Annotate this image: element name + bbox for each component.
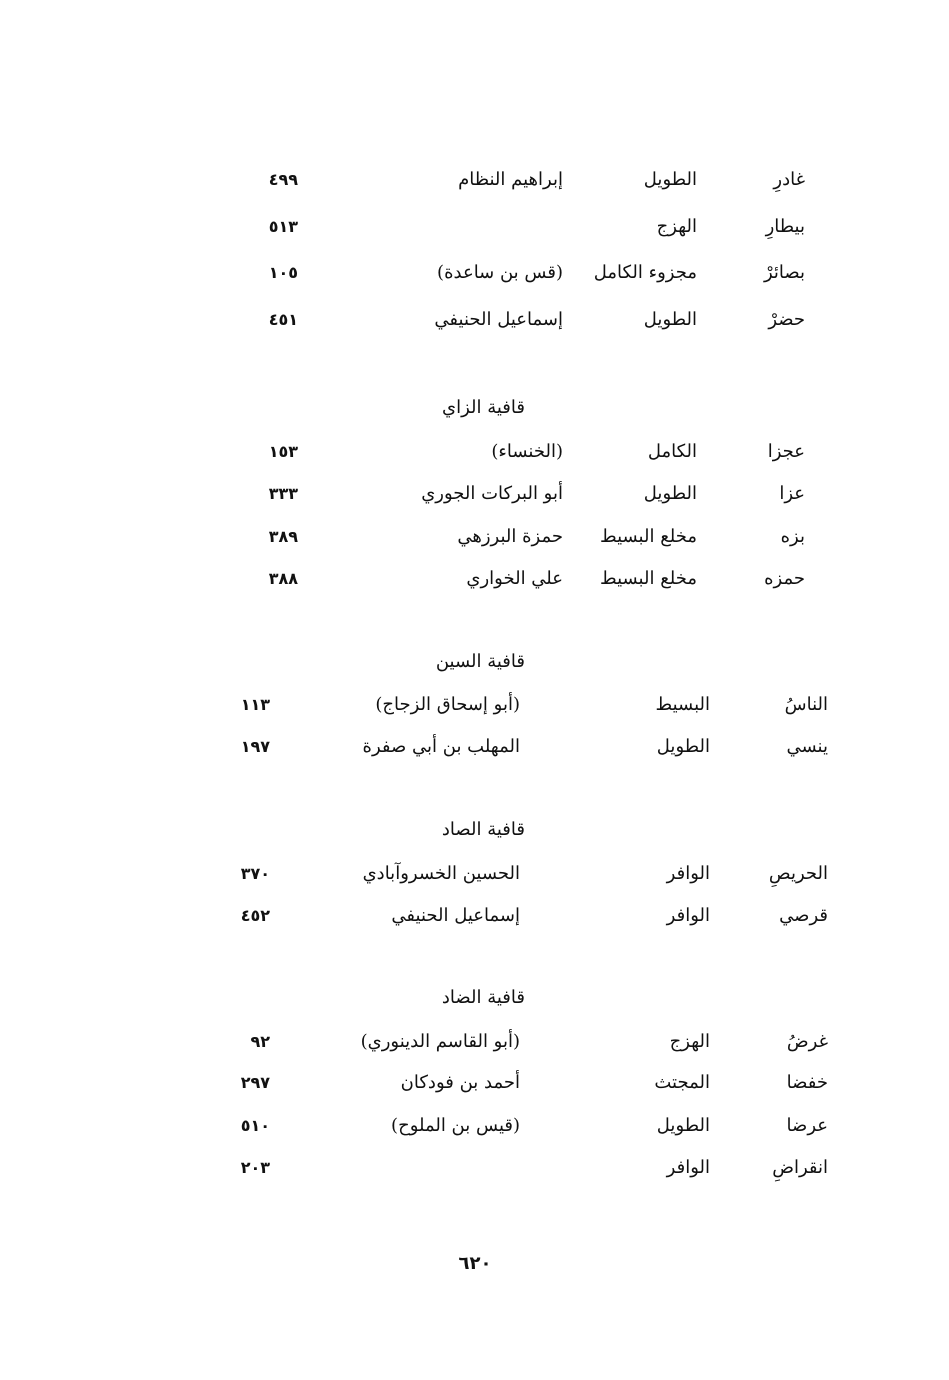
rhyme-word-cell: عجزا [767, 441, 805, 462]
section-heading: قافية السين [435, 651, 525, 672]
poet-cell: (الخنساء) [491, 441, 563, 462]
rhyme-word-cell: الحريصِ [768, 863, 828, 884]
page-cell: ٣٨٩ [268, 527, 298, 546]
meter-cell: الوافر [666, 863, 710, 884]
meter-cell: الطويل [643, 169, 697, 190]
meter-cell: البسيط [655, 694, 711, 715]
page-cell: ٢٩٧ [240, 1073, 270, 1092]
meter-cell: المجتث [654, 1072, 710, 1093]
rhyme-word-cell: قرصي [779, 905, 828, 926]
poet-cell: إسماعيل الحنيفي [391, 905, 520, 926]
page-cell: ٤٥١ [268, 310, 298, 329]
rhyme-word-cell: حضرْ [768, 309, 805, 330]
section-heading: قافية الزاي [441, 397, 525, 418]
meter-cell: مجزوء الكامل [593, 262, 697, 283]
poet-cell: (قيس بن الملوح) [391, 1115, 520, 1136]
page-cell: ١١٣ [240, 695, 270, 714]
meter-cell: الطويل [656, 1115, 710, 1136]
rhyme-word-cell: عرضا [786, 1115, 828, 1136]
meter-cell: مخلع البسيط [599, 526, 697, 547]
rhyme-word-cell: بيطارِ [765, 216, 805, 237]
meter-cell: الطويل [656, 736, 710, 757]
poet-cell: إسماعيل الحنيفي [434, 309, 563, 330]
page-cell: ٥١٣ [268, 217, 298, 236]
rhyme-word-cell: انقراضِ [772, 1157, 828, 1178]
rhyme-word-cell: عزا [779, 483, 805, 504]
poet-cell: (أبو القاسم الدينوري) [360, 1031, 520, 1052]
meter-cell: الكامل [647, 441, 697, 462]
rhyme-word-cell: بصائرْ [763, 262, 805, 283]
poet-cell: المهلب بن أبي صفرة [362, 736, 520, 757]
page-cell: ١٩٧ [240, 737, 270, 756]
section-heading: قافية الضاد [441, 987, 525, 1008]
meter-cell: الوافر [666, 1157, 710, 1178]
meter-cell: الطويل [643, 309, 697, 330]
meter-cell: الوافر [666, 905, 710, 926]
poet-cell: إبراهيم النظام [458, 169, 563, 190]
poet-cell: أحمد بن فودكان [400, 1072, 520, 1093]
page-cell: ١٠٥ [268, 263, 298, 282]
meter-cell: الهزج [656, 216, 697, 237]
page-number: ٦٢٠ [458, 1253, 492, 1274]
poet-cell: علي الخواري [466, 568, 563, 589]
meter-cell: الطويل [643, 483, 697, 504]
rhyme-word-cell: غادرِ [773, 169, 805, 190]
poet-cell: أبو البركات الجوري [421, 483, 563, 504]
page-cell: ٣٨٨ [268, 569, 298, 588]
poet-cell: (قس بن ساعدة) [437, 262, 563, 283]
rhyme-word-cell: بزه [780, 526, 805, 547]
page-cell: ٤٥٢ [240, 906, 270, 925]
rhyme-word-cell: حمزه [764, 568, 805, 589]
page-cell: ٤٩٩ [268, 170, 298, 189]
rhyme-word-cell: غرضُ [786, 1031, 828, 1052]
meter-cell: مخلع البسيط [599, 568, 697, 589]
poet-cell: الحسين الخسروآبادي [362, 863, 520, 884]
poet-cell: (أبو إسحاق الزجاج) [375, 694, 520, 715]
rhyme-word-cell: الناسُ [784, 694, 828, 715]
section-heading: قافية الصاد [441, 819, 525, 840]
page-cell: ٢٠٣ [240, 1158, 270, 1177]
page-cell: ٥١٠ [240, 1116, 270, 1135]
rhyme-word-cell: خفضا [786, 1072, 828, 1093]
page-cell: ٣٧٠ [240, 864, 270, 883]
poet-cell: حمزة البرزهي [457, 526, 563, 547]
page-cell: ٣٣٣ [268, 484, 298, 503]
meter-cell: الهزج [669, 1031, 710, 1052]
page-cell: ١٥٣ [268, 442, 298, 461]
page-cell: ٩٢ [250, 1032, 270, 1051]
rhyme-word-cell: ينسي [786, 736, 828, 757]
